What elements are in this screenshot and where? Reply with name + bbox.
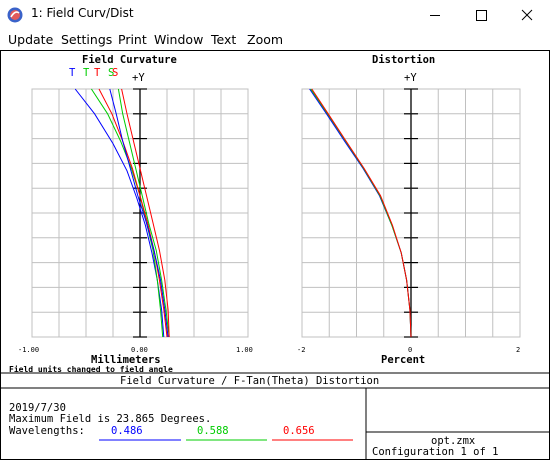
dist-title: Distortion [372,54,436,66]
fc-title: Field Curvature [82,54,177,66]
fc-series-4-line [117,88,170,338]
minimize-button[interactable] [412,0,458,30]
plot-svg [1,88,549,459]
plot-canvas: Field Curvature +Y T T T S S -1.00 0.00 … [0,50,550,460]
field-units-note: Field units changed to field angle [9,365,173,374]
dist-xtick-zero: 0 [408,346,413,354]
dist-series-2-line [311,88,412,338]
menu-update[interactable]: Update [8,32,54,47]
wavelength-2: 0.588 [197,425,229,437]
menu-bar: Update Settings Print Window Text Zoom [0,30,550,51]
wavelength-1: 0.486 [111,425,143,437]
dist-axis-y-label: +Y [404,72,417,84]
fc-legend-t-red: T [94,67,101,79]
fc-axis-y-label: +Y [132,72,145,84]
fc-legend-s-red: S [112,67,119,79]
wavelengths-label: Wavelengths: [9,425,85,437]
plot-date: 2019/7/30 [9,402,66,414]
field-curvature-curves [74,88,170,338]
fc-xtick-min: -1.00 [18,346,40,354]
fc-series-2-line [98,88,168,338]
minimize-icon [430,15,440,16]
close-icon [521,9,533,21]
configuration-text: Configuration 1 of 1 [372,446,499,458]
fc-series-5-line [121,88,170,338]
title-bar[interactable]: 1: Field Curv/Dist [0,0,550,30]
menu-print[interactable]: Print [118,32,147,47]
wavelength-3: 0.656 [283,425,315,437]
fc-xtick-zero: 0.00 [131,346,148,354]
max-field-text: Maximum Field is 23.865 Degrees. [9,413,212,425]
file-name: opt.zmx [431,435,476,447]
fc-legend-t-green: T [83,67,90,79]
fc-series-0-line [74,88,165,338]
app-icon [7,7,23,23]
maximize-button[interactable] [458,0,504,30]
fc-series-1-line [90,88,164,338]
distortion-curves [309,88,412,338]
window-title: 1: Field Curv/Dist [31,6,134,20]
close-button[interactable] [504,0,550,30]
dist-xtick-max: 2 [516,346,521,354]
dist-xlabel: Percent [381,354,426,366]
menu-text[interactable]: Text [211,32,237,47]
fc-legend-s-green: S [108,67,115,79]
dist-xtick-min: -2 [297,346,306,354]
fc-xtick-max: 1.00 [236,346,253,354]
menu-zoom[interactable]: Zoom [247,32,284,47]
menu-settings[interactable]: Settings [61,32,113,47]
fc-series-3-line [109,88,169,338]
menu-window[interactable]: Window [154,32,204,47]
field-curvature-grid [31,88,249,338]
maximize-icon [476,10,487,21]
fc-xlabel: Millimeters [91,354,161,366]
plot-banner: Field Curvature / F-Tan(Theta) Distortio… [120,375,380,387]
fc-legend-t-blue: T [69,67,76,79]
